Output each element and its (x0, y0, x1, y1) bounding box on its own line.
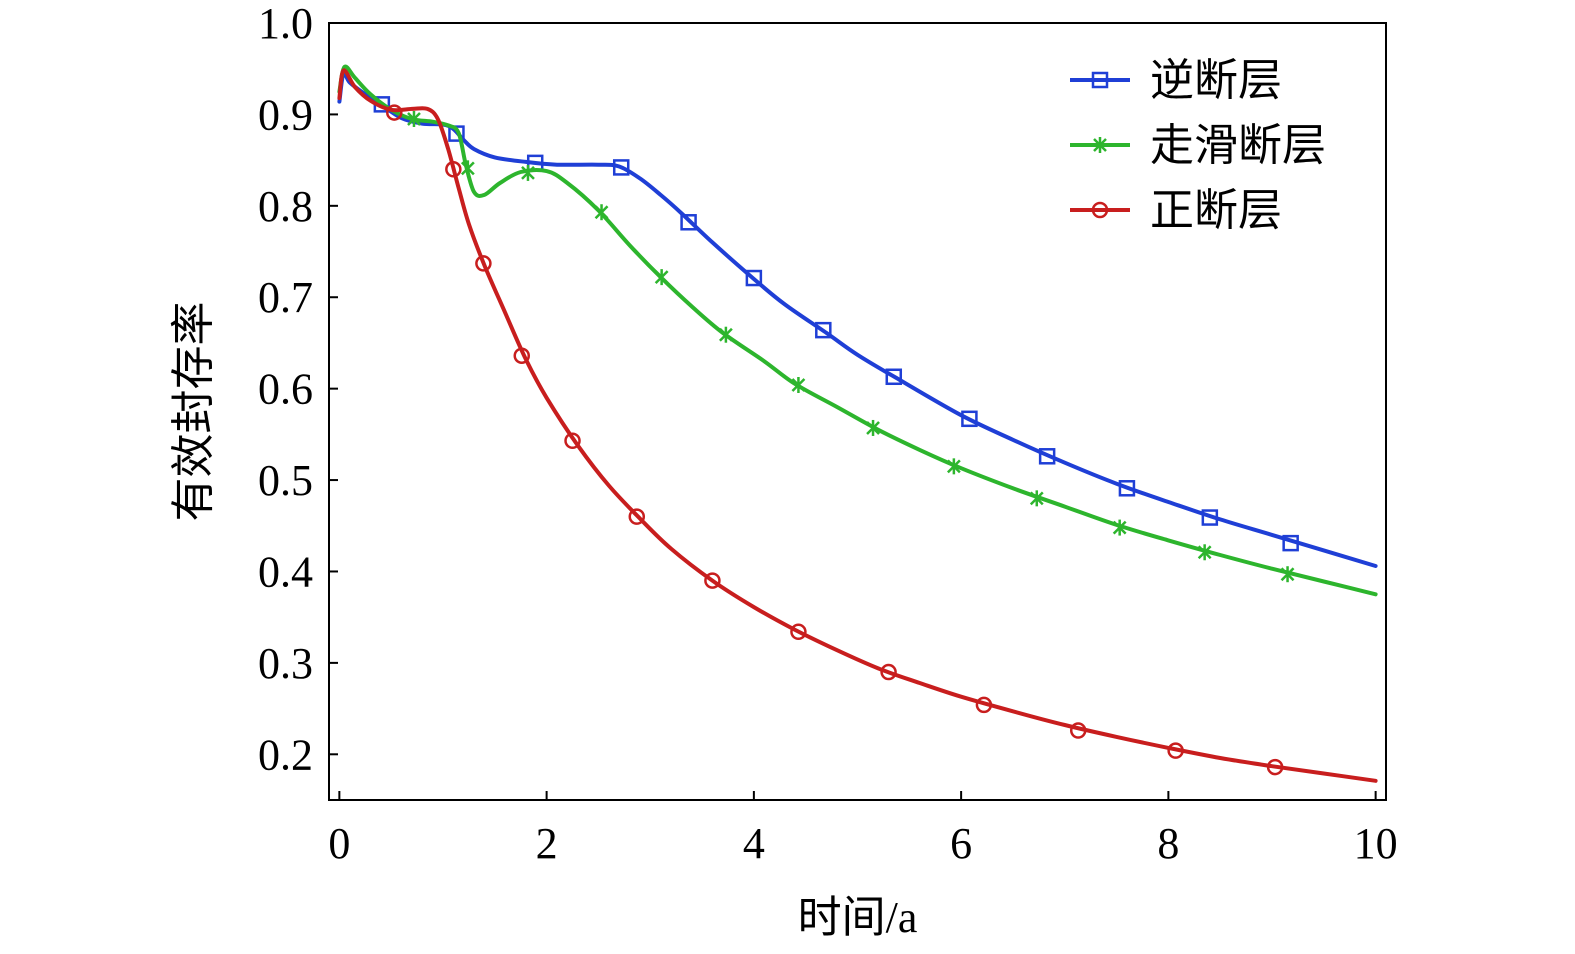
data-point-asterisk (946, 458, 961, 475)
plot-area (328, 22, 1387, 801)
data-point-square (612, 159, 630, 176)
y-tick-label: 0.3 (258, 639, 313, 688)
data-point-asterisk (1197, 544, 1212, 561)
legend-item: 走滑断层 (1070, 121, 1326, 170)
data-point-asterisk (654, 269, 669, 286)
y-axis-ticks: 0.2 0.3 0.4 0.5 0.6 0.7 0.8 0.9 1.0 (258, 0, 338, 779)
plot-border (328, 22, 1387, 801)
y-tick-label: 1.0 (258, 0, 313, 48)
data-point-circle (1167, 742, 1184, 759)
data-point-asterisk (594, 204, 609, 221)
data-point-circle (513, 347, 530, 364)
series-line (337, 68, 1378, 783)
data-point-square (680, 214, 697, 231)
data-point-square (1038, 448, 1056, 465)
data-point-asterisk (719, 326, 733, 343)
series-layer (337, 64, 1378, 783)
x-tick-label: 0 (328, 819, 350, 868)
y-tick-label: 0.9 (258, 90, 313, 139)
data-point-circle (1069, 722, 1087, 739)
data-point-circle (445, 161, 462, 178)
data-point-square (745, 269, 763, 287)
x-tick-label: 8 (1157, 819, 1179, 868)
data-point-circle (475, 255, 492, 272)
data-point-square (1201, 509, 1219, 526)
data-point-square (1282, 534, 1299, 552)
x-axis-title: 时间/a (798, 893, 918, 942)
y-axis-title: 有效封存率 (169, 302, 218, 522)
series-3 (337, 68, 1378, 783)
y-tick-label: 0.7 (258, 273, 313, 322)
data-point-asterisk (460, 160, 475, 177)
data-point-square (961, 410, 978, 428)
legend-label: 走滑断层 (1150, 121, 1326, 170)
data-point-circle (1091, 201, 1109, 219)
data-point-asterisk (1093, 137, 1107, 153)
data-point-circle (386, 104, 403, 121)
data-point-asterisk (407, 110, 421, 127)
data-point-circle (628, 508, 646, 525)
series-line (337, 64, 1378, 597)
data-point-circle (704, 572, 721, 589)
data-point-circle (880, 663, 897, 681)
data-point-circle (790, 623, 807, 641)
data-point-asterisk (866, 419, 880, 436)
y-tick-label: 0.6 (258, 365, 313, 414)
data-point-square (885, 368, 903, 386)
x-tick-label: 4 (743, 819, 765, 868)
data-point-square (815, 321, 832, 339)
data-point-circle (975, 696, 993, 714)
x-tick-label: 2 (536, 819, 558, 868)
legend-item: 正断层 (1070, 186, 1282, 235)
legend-item: 逆断层 (1070, 56, 1282, 105)
y-tick-label: 0.4 (258, 547, 313, 596)
x-tick-label: 10 (1354, 819, 1398, 868)
y-tick-label: 0.5 (258, 456, 313, 505)
x-axis-ticks: 0 2 4 6 8 10 (328, 791, 1398, 868)
data-point-circle (1266, 758, 1284, 776)
data-point-asterisk (1112, 519, 1127, 536)
data-point-square (1118, 480, 1136, 497)
data-point-square (1091, 71, 1109, 89)
y-tick-label: 0.2 (258, 730, 313, 779)
data-point-asterisk (1029, 490, 1044, 507)
series-2 (337, 64, 1378, 597)
legend-label: 逆断层 (1150, 56, 1282, 105)
legend-label: 正断层 (1150, 186, 1282, 235)
y-tick-label: 0.8 (258, 182, 313, 231)
data-point-circle (564, 432, 581, 450)
data-point-asterisk (791, 376, 806, 393)
data-point-asterisk (1280, 566, 1295, 583)
x-tick-label: 6 (950, 819, 972, 868)
data-point-asterisk (521, 164, 535, 181)
